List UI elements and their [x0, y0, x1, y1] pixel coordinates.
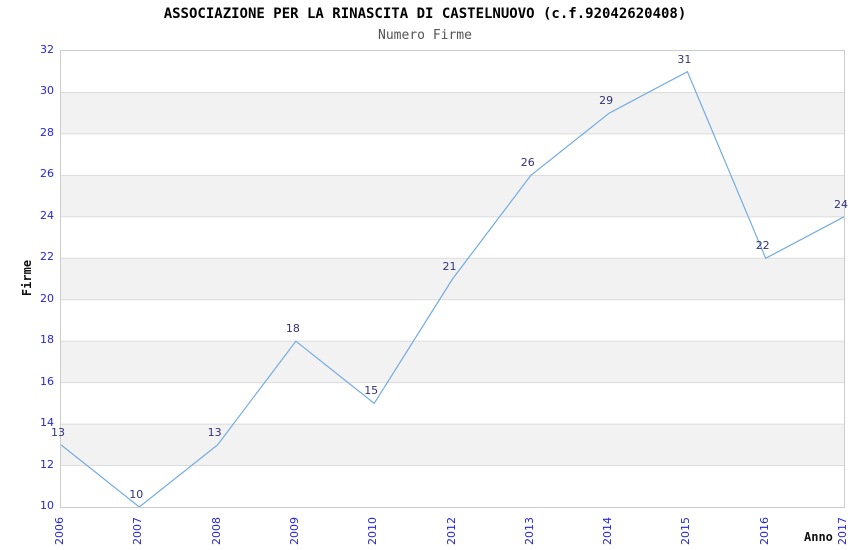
- x-tick-label: 2012: [444, 517, 458, 545]
- data-point-label: 29: [599, 94, 614, 108]
- data-point-label: 13: [207, 425, 222, 439]
- data-point-label: 26: [520, 156, 535, 170]
- x-tick-label: 2017: [836, 517, 849, 545]
- data-line: [61, 70, 844, 507]
- x-tick-label: 2015: [679, 517, 693, 545]
- data-point-label: 31: [677, 52, 692, 66]
- data-point-label: 22: [755, 239, 770, 253]
- data-point-label: 13: [51, 425, 65, 439]
- y-tick-label: 32: [40, 43, 54, 56]
- grid-band: [61, 341, 844, 383]
- data-point-label: 18: [285, 322, 300, 336]
- x-tick-label: 2010: [366, 517, 380, 545]
- y-tick-label: 30: [40, 84, 54, 98]
- y-tick-label: 16: [40, 374, 54, 388]
- data-point-label: 10: [129, 488, 144, 501]
- x-tick-label: 2014: [601, 517, 615, 545]
- x-tick-label: 2013: [522, 517, 536, 545]
- y-tick-label: 20: [40, 291, 54, 305]
- chart-title: ASSOCIAZIONE PER LA RINASCITA DI CASTELN…: [163, 6, 687, 22]
- y-tick-label: 26: [40, 167, 54, 181]
- x-tick-label: 2016: [757, 517, 771, 545]
- y-tick-label: 12: [40, 457, 54, 471]
- grid-band: [61, 175, 844, 217]
- data-point-label: 24: [834, 197, 848, 211]
- line-series-svg: [61, 70, 844, 507]
- x-tick-label: 2006: [53, 517, 66, 545]
- x-axis-title: Anno: [804, 530, 833, 544]
- grid-band: [61, 424, 844, 466]
- plot-area: [60, 50, 845, 508]
- y-tick-label: 24: [40, 208, 54, 222]
- chart-subtitle: Numero Firme: [378, 28, 472, 43]
- y-tick-label: 28: [40, 125, 54, 139]
- y-tick-label: 22: [40, 250, 54, 264]
- data-point-label: 15: [364, 384, 379, 398]
- grid-band: [61, 92, 844, 134]
- data-point-label: 21: [442, 260, 457, 273]
- y-tick-label: 18: [40, 333, 54, 347]
- y-axis-title: Firme: [20, 259, 34, 297]
- y-tick-label: 10: [40, 499, 54, 512]
- x-tick-label: 2007: [131, 517, 145, 545]
- y-tick-label: 14: [40, 416, 54, 430]
- x-tick-label: 2008: [209, 517, 223, 545]
- x-tick-label: 2009: [287, 517, 301, 545]
